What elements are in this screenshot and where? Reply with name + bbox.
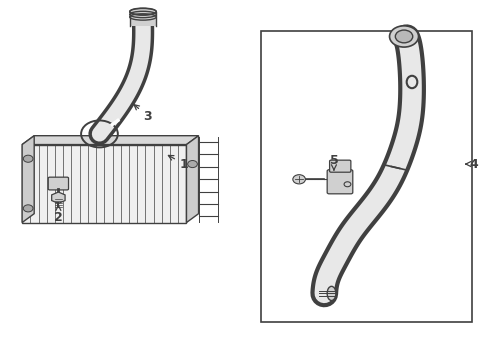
Polygon shape [186,136,198,222]
Ellipse shape [129,8,156,15]
Polygon shape [22,136,198,145]
Polygon shape [22,136,34,222]
Circle shape [23,205,33,212]
Text: 5: 5 [329,154,338,170]
Ellipse shape [326,286,335,301]
Polygon shape [52,192,65,203]
Text: 4: 4 [465,158,478,171]
Circle shape [389,26,418,47]
Circle shape [187,161,197,168]
Text: 2: 2 [54,205,62,224]
Circle shape [394,30,412,43]
Circle shape [292,175,305,184]
FancyBboxPatch shape [326,170,352,194]
Text: 1: 1 [168,156,188,171]
Bar [261,31,471,322]
Text: 3: 3 [134,105,152,123]
Circle shape [23,155,33,162]
Polygon shape [22,145,186,222]
FancyBboxPatch shape [48,177,68,190]
FancyBboxPatch shape [130,12,156,26]
FancyBboxPatch shape [329,160,350,172]
